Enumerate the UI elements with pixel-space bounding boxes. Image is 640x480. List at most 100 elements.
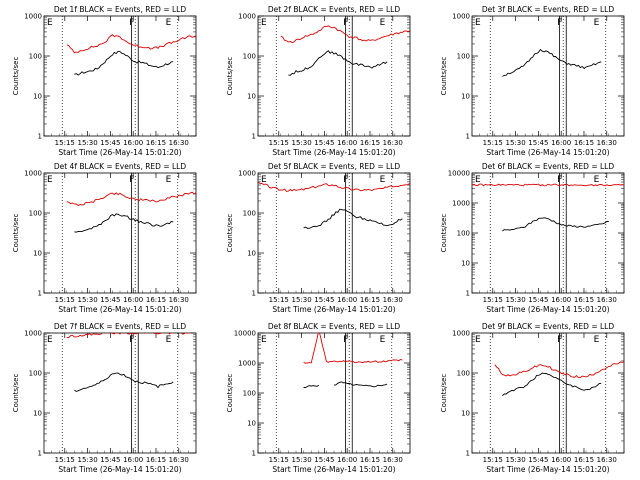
x-axis-label: Start Time (26-May-14 15:01:20) [58, 465, 181, 474]
x-tick-label: 16:30 [169, 456, 189, 464]
y-tick-label: 100 [457, 370, 470, 378]
x-tick-label: 16:30 [383, 456, 403, 464]
flag-label: E [47, 335, 53, 345]
events-curve [502, 217, 609, 232]
flag-label: E [166, 18, 172, 28]
y-axis-label: Counts/sec [226, 214, 234, 253]
flag-label: E [261, 18, 267, 28]
x-tick-label: 15:15 [269, 139, 289, 147]
lld-curve [258, 181, 410, 192]
x-axis-label: Start Time (26-May-14 15:01:20) [486, 465, 609, 474]
plot-frame [43, 15, 197, 137]
x-tick-label: 16:00 [123, 456, 143, 464]
x-tick-label: 15:45 [314, 456, 334, 464]
plot-frame [471, 172, 625, 294]
y-axis-label: Counts/sec [440, 214, 448, 253]
events-curve [288, 50, 388, 76]
x-tick-label: 16:30 [597, 456, 617, 464]
lld-curve [303, 333, 403, 364]
x-tick-label: 16:15 [574, 456, 594, 464]
y-tick-label: 1000 [238, 170, 256, 178]
flag-label: E [166, 175, 172, 185]
flag-label: F [129, 175, 134, 185]
y-tick-label: 10 [247, 93, 256, 101]
x-tick-label: 16:15 [360, 296, 380, 304]
x-tick-label: 15:30 [505, 456, 525, 464]
plot-frame [43, 332, 197, 454]
y-tick-label: 100 [243, 390, 256, 398]
flag-label: E [47, 18, 53, 28]
y-tick-label: 1000 [452, 200, 470, 208]
y-tick-label: 10 [461, 260, 470, 268]
y-tick-label: 1 [466, 133, 470, 141]
flag-label: F [557, 18, 562, 28]
x-tick-label: 15:30 [291, 296, 311, 304]
x-tick-label: 15:30 [505, 139, 525, 147]
x-tick-label: 15:45 [314, 139, 334, 147]
flag-label: E [594, 175, 600, 185]
y-tick-label: 10 [461, 410, 470, 418]
y-tick-label: 100 [29, 53, 42, 61]
x-tick-label: 16:15 [146, 456, 166, 464]
flag-label: E [594, 18, 600, 28]
y-tick-label: 1 [252, 290, 256, 298]
x-tick-label: 16:00 [123, 139, 143, 147]
y-tick-label: 100 [29, 370, 42, 378]
plot-frame [43, 172, 197, 294]
x-tick-label: 15:45 [100, 456, 120, 464]
y-axis-label: Counts/sec [226, 374, 234, 413]
y-axis-label: Counts/sec [226, 57, 234, 96]
panel-det-5: Det 5f BLACK = Events, RED = LLD 1 10 100 10… [226, 162, 411, 314]
y-tick-label: 10 [33, 93, 42, 101]
flag-label: E [475, 18, 481, 28]
panel-title: Det 9f BLACK = Events, RED = LLD [482, 322, 615, 331]
x-axis-label: Start Time (26-May-14 15:01:20) [58, 148, 181, 157]
panel-title: Det 4f BLACK = Events, RED = LLD [54, 162, 187, 171]
panel-title: Det 7f BLACK = Events, RED = LLD [54, 322, 187, 331]
x-tick-label: 16:30 [169, 139, 189, 147]
plot-frame [257, 15, 411, 137]
x-tick-label: 16:15 [360, 456, 380, 464]
events-curve [502, 48, 602, 77]
panel-det-6: Det 6f BLACK = Events, RED = LLD 1 10 100 10… [440, 162, 625, 314]
flag-label: E [475, 175, 481, 185]
y-tick-label: 100 [243, 210, 256, 218]
lld-curve [494, 361, 624, 379]
flag-label: E [166, 335, 172, 345]
x-tick-label: 15:30 [77, 456, 97, 464]
panel-title: Det 5f BLACK = Events, RED = LLD [268, 162, 401, 171]
flag-label: E [261, 175, 267, 185]
flag-label: E [47, 175, 53, 185]
events-curve [74, 213, 174, 233]
x-tick-label: 15:45 [528, 139, 548, 147]
y-tick-label: 1 [466, 290, 470, 298]
y-tick-label: 1 [466, 450, 470, 458]
x-axis-label: Start Time (26-May-14 15:01:20) [272, 148, 395, 157]
plot-frame [257, 172, 411, 294]
y-tick-label: 1000 [238, 13, 256, 21]
y-tick-label: 1 [38, 450, 42, 458]
x-tick-label: 16:30 [597, 139, 617, 147]
lld-curve [66, 333, 196, 339]
x-tick-label: 15:45 [528, 456, 548, 464]
plot-frame [471, 332, 625, 454]
y-axis-label: Counts/sec [12, 374, 20, 413]
y-tick-label: 10 [33, 410, 42, 418]
x-tick-label: 16:00 [337, 296, 357, 304]
panel-title: Det 8f BLACK = Events, RED = LLD [268, 322, 401, 331]
x-tick-label: 16:15 [574, 139, 594, 147]
x-tick-label: 16:00 [337, 139, 357, 147]
flag-label: E [475, 335, 481, 345]
y-tick-label: 1 [252, 133, 256, 141]
x-tick-label: 15:30 [77, 296, 97, 304]
panel-det-3: Det 3f BLACK = Events, RED = LLD 1 10 100 10… [440, 5, 625, 157]
flag-label: F [129, 18, 134, 28]
x-tick-label: 16:30 [383, 139, 403, 147]
flag-label: F [557, 335, 562, 345]
flag-label: E [261, 335, 267, 345]
y-axis-label: Counts/sec [12, 57, 20, 96]
flag-label: F [129, 335, 134, 345]
x-axis-label: Start Time (26-May-14 15:01:20) [486, 148, 609, 157]
x-tick-label: 15:45 [100, 139, 120, 147]
y-tick-label: 1 [38, 133, 42, 141]
